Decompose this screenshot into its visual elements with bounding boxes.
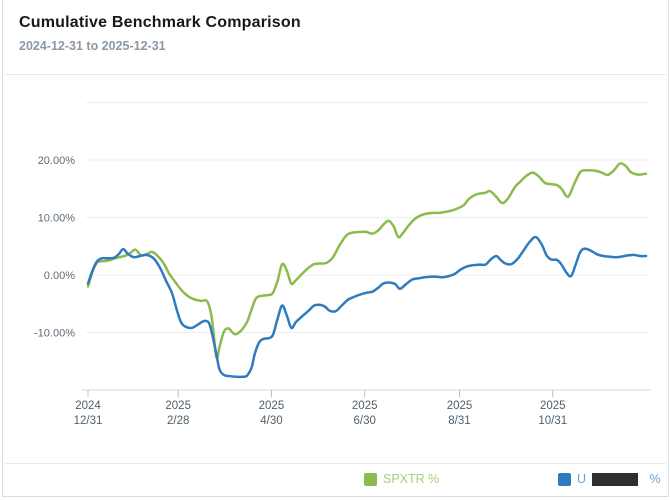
chart-header: Cumulative Benchmark Comparison 2024-12-… — [19, 14, 301, 53]
y-axis-label: 10.00% — [38, 213, 76, 225]
spxtr-legend-label: SPXTR % — [383, 472, 440, 486]
x-axis-label-date: 12/31 — [74, 415, 103, 427]
x-axis-label-year: 2025 — [447, 400, 473, 412]
x-axis-label-date: 8/31 — [448, 415, 470, 427]
legend-divider — [5, 463, 666, 464]
x-axis-label-date: 2/28 — [167, 415, 189, 427]
x-axis-label-year: 2025 — [259, 400, 285, 412]
x-axis-label-date: 10/31 — [538, 415, 567, 427]
series-line-benchmark[interactable] — [86, 235, 648, 379]
redaction-bar — [592, 472, 639, 486]
x-axis-label-year: 2025 — [165, 400, 191, 412]
legend-item-spxtr[interactable]: SPXTR % — [364, 472, 439, 486]
x-axis-label-year: 2025 — [352, 400, 378, 412]
y-axis-label: 20.00% — [38, 155, 76, 167]
date-range-subtitle: 2024-12-31 to 2025-12-31 — [19, 39, 166, 53]
x-axis-label-year: 2025 — [540, 400, 566, 412]
benchmark-legend-label-suffix: % — [646, 472, 661, 486]
legend-item-benchmark[interactable]: U % — [558, 472, 661, 486]
y-axis-label: -10.00% — [34, 328, 75, 340]
cumulative-benchmark-chart[interactable]: 20.00% 10.00% 0.00% -10.00% 2024 12/31 2025 2/2… — [3, 0, 670, 500]
series-line-spxtr[interactable] — [86, 162, 648, 360]
header-divider — [5, 74, 666, 75]
page-title: Cumulative Benchmark Comparison — [19, 14, 301, 31]
spxtr-legend-swatch — [364, 472, 377, 486]
x-axis-label-date: 6/30 — [354, 415, 376, 427]
benchmark-legend-swatch — [558, 472, 571, 486]
benchmark-legend-label-prefix: U — [577, 472, 587, 486]
x-axis-label-year: 2024 — [75, 400, 101, 412]
x-axis-label-date: 4/30 — [260, 415, 282, 427]
y-axis-label: 0.00% — [44, 270, 75, 282]
